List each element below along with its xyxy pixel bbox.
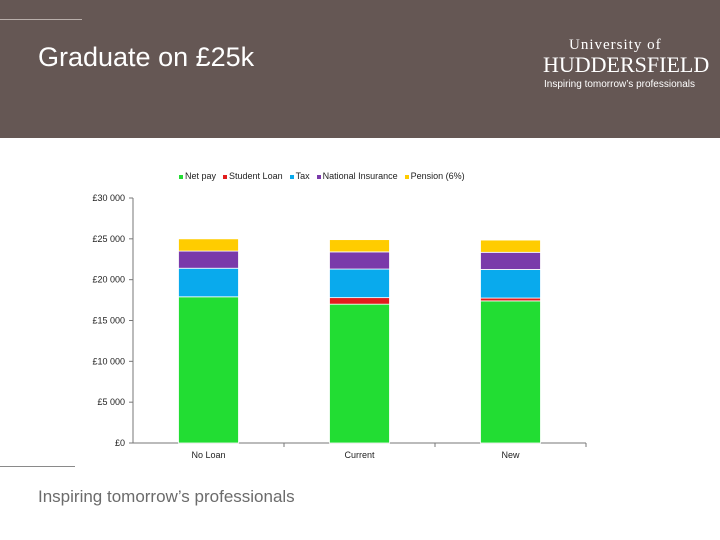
university-logo: University of HUDDERSFIELD Inspiring tom… [543,37,709,93]
legend-item: Tax [289,171,310,181]
legend-item: National Insurance [316,171,398,181]
bar-segment [329,239,390,253]
y-tick-label: £0 [115,438,125,448]
bar-segment [480,251,541,270]
footer-accent-line [0,466,75,467]
y-tick-label: £25 000 [92,234,125,244]
legend-label: Pension (6%) [410,171,465,181]
y-tick-label: £20 000 [92,275,125,285]
legend-swatch [404,174,409,179]
legend-label: National Insurance [322,171,398,181]
y-tick-label: £10 000 [92,356,125,366]
bar-segment [329,303,390,444]
bar-segment [178,238,239,252]
bar-segment [480,300,541,444]
legend-label: Student Loan [229,171,283,181]
bar-segment [329,268,390,299]
legend-item: Pension (6%) [404,171,465,181]
bar-segment [329,297,390,305]
slide-header: Graduate on £25k University of HUDDERSFI… [0,0,720,138]
legend-item: Net pay [179,171,216,181]
header-accent-line [0,19,82,20]
stacked-bar-chart: £0 £5 000 £10 000 £15 000 £20 000 £25 000 £30 … [92,193,587,460]
legend-item: Student Loan [223,171,283,181]
x-tick-label: New [501,450,520,460]
bar-segment [178,296,239,444]
y-tick-label: £15 000 [92,316,125,326]
bar-segment [178,267,239,298]
legend-swatch [316,174,321,179]
slide-title: Graduate on £25k [38,42,255,72]
y-tick-label: £5 000 [97,397,125,407]
x-tick-label: Current [344,450,375,460]
chart-legend: Net pay Student Loan Tax National Insurance… [179,171,472,185]
logo-top-text: University of [569,37,662,53]
y-tick-label: £30 000 [92,193,125,203]
logo-main-text: HUDDERSFIELD [543,52,710,77]
bar-segment [480,239,541,253]
legend-swatch [223,174,228,179]
legend-label: Net pay [185,171,217,181]
legend-swatch [289,174,294,179]
legend-swatch [179,174,183,179]
bar-segment [480,297,541,302]
footer-tagline: Inspiring tomorrow’s professionals [38,487,295,506]
bar-segment [178,250,239,269]
legend-label: Tax [295,171,310,181]
bar-segment [480,269,541,299]
logo-tagline: Inspiring tomorrow’s professionals [544,79,695,90]
x-tick-label: No Loan [191,450,225,460]
bar-segment [329,251,390,270]
